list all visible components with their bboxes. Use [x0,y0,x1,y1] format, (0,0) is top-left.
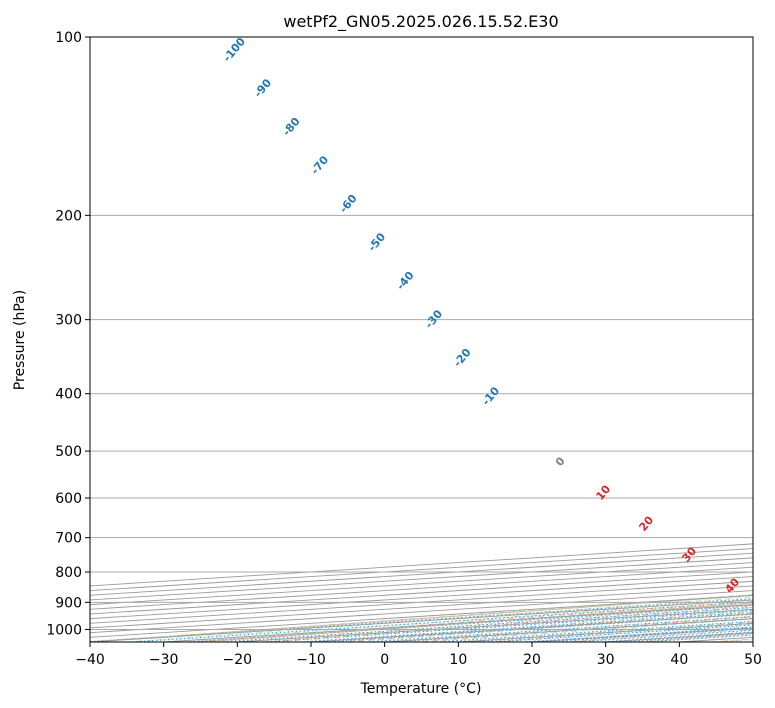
dewpoint-line [756,37,775,629]
isotherm-line [90,571,753,615]
x-tick-label: −10 [296,652,326,668]
dry-adiabat-label: -20 [451,346,474,370]
dry-adiabat-label: -90 [251,76,274,100]
y-tick-label: 300 [55,313,82,329]
chart-title: wetPf2_GN05.2025.026.15.52.E30 [283,12,558,32]
dry-adiabat-label: -50 [365,230,388,254]
moist-adiabat [347,612,753,642]
x-axis-ticks: −40 −30 −20 −10 0 10 20 30 40 50 [75,642,762,668]
isotherm-line [90,548,753,592]
profile-series [756,37,775,629]
isotherm-line [90,543,753,587]
x-tick-label: 10 [449,652,467,668]
isotherm-line [752,641,753,642]
x-axis-label: Temperature (°C) [360,681,482,697]
dry-adiabat [562,627,753,642]
y-tick-label: 800 [55,565,82,581]
dry-adiabat [412,616,753,642]
isotherm-line [90,585,753,629]
dry-adiabat [263,605,753,642]
dry-adiabat-label: -60 [337,192,360,216]
mixing-ratio-line [522,626,753,642]
background-line-labels: 0.10.20.40.611.52346810131620253036-100-… [220,35,742,596]
mixing-ratio-line [90,598,753,642]
x-tick-label: −20 [223,652,253,668]
x-tick-label: 30 [597,652,615,668]
reference-curve [90,594,753,642]
isotherm-line [90,552,753,596]
isotherm-line [90,599,753,642]
moist-adiabat [274,607,753,642]
dry-adiabat-label: -10 [479,384,502,408]
dry-adiabat-label: -40 [394,269,417,293]
moist-adiabat [200,601,753,642]
moist-adiabat-label: 0 [553,454,568,468]
dry-adiabat-label: -30 [422,307,445,331]
isotherm-line [90,562,753,606]
mixing-ratio-line [131,601,753,642]
x-tick-label: −30 [149,652,179,668]
isotherm-line [90,590,753,634]
temperature-line [770,37,775,629]
moist-adiabat [716,639,753,642]
isotherm-line [90,594,753,638]
x-tick-label: 0 [380,652,389,668]
moist-adiabat [163,599,753,642]
background-lines [90,37,753,642]
y-axis-label: Pressure (hPa) [12,290,28,390]
y-tick-label: 700 [55,531,82,547]
isotherm-line [531,627,753,642]
y-tick-label: 500 [55,444,82,460]
y-tick-label: 200 [55,208,82,224]
isotherm-line [90,576,753,620]
isotherm-line [90,557,753,601]
y-tick-label: 600 [55,491,82,507]
moist-adiabat [568,629,753,642]
y-tick-label: 400 [55,387,82,403]
moist-adiabat-label: 20 [636,513,656,533]
y-tick-label: 1000 [46,622,82,638]
dry-adiabat-label: -100 [220,35,248,65]
x-tick-label: 50 [744,652,762,668]
moist-adiabat-label: 10 [593,482,613,502]
isotherm-line [90,566,753,610]
y-axis-ticks: 100 200 300 400 500 600 700 800 900 1000 [46,30,90,638]
moist-adiabat [237,604,753,642]
plot-frame [89,36,754,643]
x-tick-label: −40 [75,652,105,668]
x-tick-label: 40 [670,652,688,668]
moist-adiabat [458,621,753,642]
dry-adiabat-label: -70 [308,153,331,177]
y-tick-label: 100 [55,30,82,46]
isotherm-line [458,622,753,642]
dry-adiabat [711,638,753,642]
mixing-ratio-line [394,618,753,642]
isotherm-line [90,580,753,624]
y-tick-label: 900 [55,595,82,611]
x-tick-label: 20 [523,652,541,668]
moist-adiabat [495,623,753,642]
dry-adiabat-label: -80 [280,115,303,139]
